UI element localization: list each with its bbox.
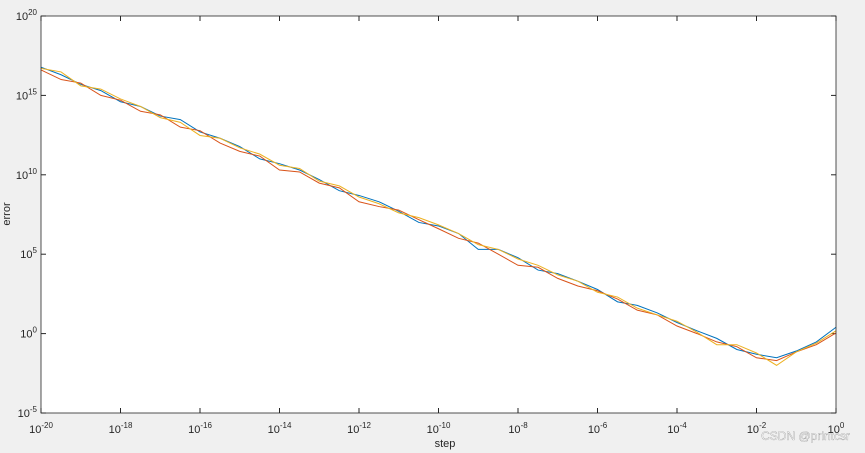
x-axis-label: step [435, 438, 456, 450]
watermark: CSDN @printcsr [761, 429, 850, 443]
x-tick-label: 100 [828, 421, 845, 436]
x-tick-label: 10-14 [268, 421, 292, 436]
series-line [40, 67, 837, 366]
y-tick-label: 1015 [16, 87, 38, 102]
y-tick-label: 100 [20, 326, 37, 341]
axes-box [40, 15, 837, 414]
y-tick-label: 105 [20, 246, 37, 261]
x-tick-label: 10-18 [109, 421, 133, 436]
x-tick-label: 10-16 [188, 421, 212, 436]
x-tick-label: 10-12 [347, 421, 371, 436]
y-tick-label: 1020 [16, 8, 38, 23]
x-tick-label: 10-2 [747, 421, 767, 436]
y-tick-label: 1010 [16, 167, 38, 182]
x-tick-label: 10-6 [588, 421, 608, 436]
x-tick-label: 10-20 [29, 421, 53, 436]
y-axis-label: error [1, 202, 13, 226]
x-tick-label: 10-4 [667, 421, 687, 436]
plot-area [41, 16, 836, 413]
y-tick-label: 10-5 [18, 405, 38, 420]
series-line [40, 66, 837, 359]
x-tick-label: 10-8 [508, 421, 528, 436]
x-tick-label: 10-10 [427, 421, 451, 436]
